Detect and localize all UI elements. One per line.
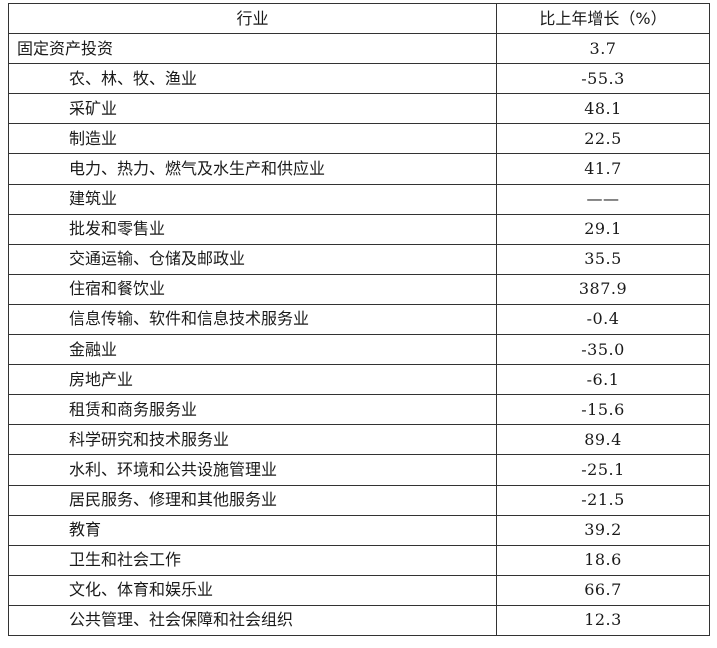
table-row: 卫生和社会工作 18.6 xyxy=(8,544,710,576)
growth-cell: 3.7 xyxy=(496,33,710,65)
industry-cell: 批发和零售业 xyxy=(8,213,497,245)
table-row: 电力、热力、燃气及水生产和供应业 41.7 xyxy=(8,153,710,185)
growth-cell: -35.0 xyxy=(496,334,710,366)
growth-cell: —— xyxy=(496,183,710,215)
table-row: 居民服务、修理和其他服务业 -21.5 xyxy=(8,484,710,516)
industry-cell: 水利、环境和公共设施管理业 xyxy=(8,454,497,486)
industry-cell: 金融业 xyxy=(8,334,497,366)
investment-growth-table: 行业 比上年增长（%） 固定资产投资 3.7 农、林、牧、渔业 -55.3 采矿业 48.… xyxy=(8,2,710,636)
growth-cell: -15.6 xyxy=(496,394,710,426)
industry-cell: 交通运输、仓储及邮政业 xyxy=(8,243,497,275)
header-row: 行业 比上年增长（%） xyxy=(8,2,710,35)
growth-cell: -55.3 xyxy=(496,63,710,95)
header-growth: 比上年增长（%） xyxy=(496,2,710,35)
table-row: 建筑业 —— xyxy=(8,183,710,215)
table-row: 制造业 22.5 xyxy=(8,123,710,155)
growth-cell: 29.1 xyxy=(496,213,710,245)
growth-cell: 41.7 xyxy=(496,153,710,185)
growth-cell: 89.4 xyxy=(496,424,710,456)
table-row: 住宿和餐饮业 387.9 xyxy=(8,273,710,305)
growth-cell: -25.1 xyxy=(496,454,710,486)
growth-cell: 12.3 xyxy=(496,604,710,636)
industry-cell: 住宿和餐饮业 xyxy=(8,273,497,305)
table-row: 公共管理、社会保障和社会组织 12.3 xyxy=(8,604,710,636)
growth-cell: -21.5 xyxy=(496,484,710,516)
industry-cell: 科学研究和技术服务业 xyxy=(8,424,497,456)
table-row: 文化、体育和娱乐业 66.7 xyxy=(8,574,710,606)
table-row: 农、林、牧、渔业 -55.3 xyxy=(8,63,710,95)
table-row: 批发和零售业 29.1 xyxy=(8,213,710,245)
table-row: 采矿业 48.1 xyxy=(8,93,710,125)
table-row: 科学研究和技术服务业 89.4 xyxy=(8,424,710,456)
industry-cell: 建筑业 xyxy=(8,183,497,215)
growth-cell: -6.1 xyxy=(496,364,710,396)
table-row: 信息传输、软件和信息技术服务业 -0.4 xyxy=(8,303,710,336)
industry-cell: 信息传输、软件和信息技术服务业 xyxy=(8,303,497,336)
industry-cell: 电力、热力、燃气及水生产和供应业 xyxy=(8,153,497,185)
table-row: 房地产业 -6.1 xyxy=(8,364,710,396)
table-body: 固定资产投资 3.7 农、林、牧、渔业 -55.3 采矿业 48.1 制造业 22.5 电力、热… xyxy=(8,33,710,636)
industry-cell: 居民服务、修理和其他服务业 xyxy=(8,484,497,516)
investment-growth-table-container: 行业 比上年增长（%） 固定资产投资 3.7 农、林、牧、渔业 -55.3 采矿业 48.… xyxy=(8,2,710,636)
industry-cell: 租赁和商务服务业 xyxy=(8,394,497,426)
table-row: 金融业 -35.0 xyxy=(8,334,710,366)
header-industry: 行业 xyxy=(8,2,497,35)
growth-cell: 387.9 xyxy=(496,273,710,305)
growth-cell: 22.5 xyxy=(496,123,710,155)
growth-cell: 66.7 xyxy=(496,574,710,606)
industry-cell: 公共管理、社会保障和社会组织 xyxy=(8,604,497,636)
industry-cell: 文化、体育和娱乐业 xyxy=(8,574,497,606)
industry-cell: 卫生和社会工作 xyxy=(8,544,497,576)
growth-cell: 39.2 xyxy=(496,514,710,546)
industry-cell: 采矿业 xyxy=(8,93,497,125)
table-row: 水利、环境和公共设施管理业 -25.1 xyxy=(8,454,710,486)
growth-cell: -0.4 xyxy=(496,303,710,336)
table-row: 教育 39.2 xyxy=(8,514,710,546)
industry-cell: 固定资产投资 xyxy=(8,33,497,65)
industry-cell: 教育 xyxy=(8,514,497,546)
table-row: 租赁和商务服务业 -15.6 xyxy=(8,394,710,426)
industry-cell: 农、林、牧、渔业 xyxy=(8,63,497,95)
table-row: 交通运输、仓储及邮政业 35.5 xyxy=(8,243,710,275)
growth-cell: 35.5 xyxy=(496,243,710,275)
industry-cell: 房地产业 xyxy=(8,364,497,396)
table-row: 固定资产投资 3.7 xyxy=(8,33,710,65)
growth-cell: 18.6 xyxy=(496,544,710,576)
growth-cell: 48.1 xyxy=(496,93,710,125)
industry-cell: 制造业 xyxy=(8,123,497,155)
table-header: 行业 比上年增长（%） xyxy=(8,2,710,35)
